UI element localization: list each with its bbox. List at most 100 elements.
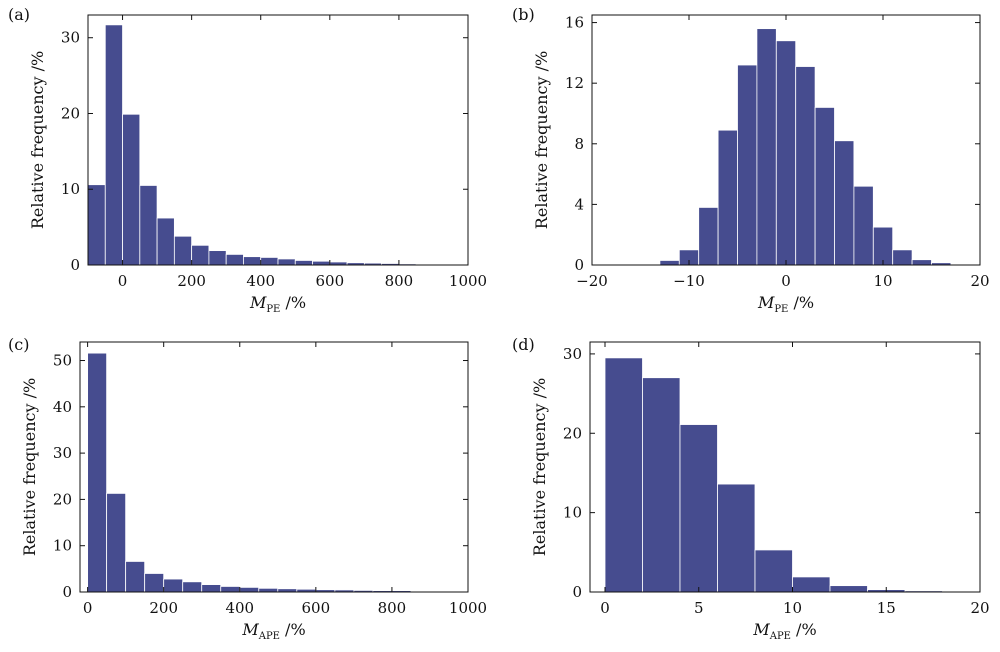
panel-label: (d) <box>512 335 535 354</box>
histogram-bar <box>834 140 855 266</box>
histogram-bar <box>892 249 913 266</box>
histogram-bar <box>814 107 835 266</box>
histogram-bar <box>775 40 797 266</box>
x-tick-label: 400 <box>225 599 254 617</box>
y-tick-label: 0 <box>572 583 582 601</box>
x-tick-label: −10 <box>673 272 705 290</box>
histogram-bar <box>294 260 313 266</box>
y-tick-label: 16 <box>565 14 584 32</box>
x-tick-label: 0 <box>118 272 128 290</box>
y-tick-label: 20 <box>61 104 80 122</box>
histogram-bar <box>698 207 719 266</box>
histogram-bar <box>737 64 758 266</box>
plot-frame <box>589 341 981 593</box>
x-axis-title-unit: /% <box>280 293 306 312</box>
x-axis-title-unit: /% <box>788 293 814 312</box>
y-tick-label: 0 <box>62 583 72 601</box>
histogram-bar <box>853 185 874 266</box>
histogram-bar <box>163 578 184 593</box>
y-tick-label: 10 <box>61 180 80 198</box>
histogram-bar <box>312 260 331 266</box>
histogram-bar <box>208 250 227 266</box>
x-tick-label: 20 <box>970 599 989 617</box>
x-tick-label: 20 <box>970 272 989 290</box>
y-tick-label: 10 <box>53 537 72 555</box>
y-tick-label: 30 <box>563 345 582 363</box>
chart-panel-b: −20 −10 0 10 20 0 4 8 12 16 (b) Relative frequency … <box>512 5 990 315</box>
x-tick-label: 15 <box>877 599 896 617</box>
y-axis-title: Relative frequency /% <box>530 378 549 556</box>
chart-panel-a: 0 200 400 600 800 1000 0 10 20 30 (a) Relative freq… <box>8 5 487 315</box>
x-axis-title-symbol: M <box>249 293 267 312</box>
histogram-bar <box>679 424 718 593</box>
histogram-bar <box>243 256 262 266</box>
x-axis-title-unit: /% <box>280 620 306 639</box>
histogram-bar <box>642 377 681 593</box>
y-axis-title: Relative frequency /% <box>532 51 551 229</box>
chart-panel-d: 0 5 10 15 20 0 10 20 30 (d) Relative frequency /% M… <box>512 335 990 642</box>
x-axis-title: MAPE /% <box>752 620 816 642</box>
histogram-bar <box>106 492 127 593</box>
x-tick-label: −20 <box>576 272 608 290</box>
histogram-bar <box>659 260 680 266</box>
y-tick-label: 30 <box>53 444 72 462</box>
histogram-bar <box>122 113 141 266</box>
histogram-bar <box>717 483 756 593</box>
histogram-bar <box>260 257 279 266</box>
histogram-bar <box>756 28 777 266</box>
y-axis-title: Relative frequency /% <box>28 51 47 229</box>
x-tick-label: 200 <box>177 272 206 290</box>
x-tick-label: 1000 <box>449 272 487 290</box>
histogram-bar <box>829 585 868 593</box>
x-axis-title: MAPE /% <box>241 620 305 642</box>
x-axis-title-subscript: APE <box>769 631 791 642</box>
x-tick-label: 800 <box>378 599 407 617</box>
y-tick-label: 10 <box>563 504 582 522</box>
x-tick-label: 800 <box>385 272 414 290</box>
x-tick-label: 200 <box>149 599 178 617</box>
x-tick-label: 600 <box>315 272 344 290</box>
y-tick-label: 12 <box>565 74 584 92</box>
histogram-bar <box>139 185 158 266</box>
histogram-bar <box>156 217 175 266</box>
y-tick-label: 20 <box>53 490 72 508</box>
y-tick-label: 8 <box>574 135 584 153</box>
histogram-bar <box>277 258 296 266</box>
histogram-bar <box>144 573 165 593</box>
plot-frame <box>87 14 469 266</box>
histogram-bar <box>225 253 244 266</box>
y-tick-label: 20 <box>563 424 582 442</box>
histogram-bar <box>87 352 108 593</box>
x-axis-title-unit: /% <box>791 620 817 639</box>
x-tick-label: 0 <box>83 599 93 617</box>
x-tick-label: 10 <box>873 272 892 290</box>
y-axis-title: Relative frequency /% <box>20 378 39 556</box>
x-tick-label: 10 <box>783 599 802 617</box>
x-axis-title: MPE /% <box>757 293 814 315</box>
x-tick-label: 600 <box>302 599 331 617</box>
y-tick-label: 0 <box>70 256 80 274</box>
histogram-bar <box>125 561 146 593</box>
histogram-bar <box>911 259 932 266</box>
chart-panel-c: 0 200 400 600 800 1000 0 10 20 30 40 50 (c) Relative … <box>8 335 487 642</box>
x-axis-title-subscript: APE <box>258 631 280 642</box>
x-tick-label: 5 <box>694 599 704 617</box>
x-tick-label: 1000 <box>449 599 487 617</box>
x-axis-title: MPE /% <box>249 293 306 315</box>
x-axis-title-symbol: M <box>757 293 775 312</box>
x-axis-title-symbol: M <box>752 620 770 639</box>
panel-label: (a) <box>8 5 30 24</box>
y-tick-label: 50 <box>53 352 72 370</box>
histogram-bar <box>258 587 279 593</box>
histogram-bar <box>795 66 816 266</box>
x-axis-title-subscript: PE <box>266 304 280 315</box>
x-axis-title-symbol: M <box>241 620 259 639</box>
y-tick-label: 4 <box>574 195 584 213</box>
histogram-bar <box>201 584 222 593</box>
panel-label: (b) <box>512 5 535 24</box>
plot-frame <box>79 341 469 593</box>
histogram-bar <box>87 184 106 266</box>
histogram-bar <box>872 226 894 266</box>
x-tick-label: 0 <box>781 272 791 290</box>
